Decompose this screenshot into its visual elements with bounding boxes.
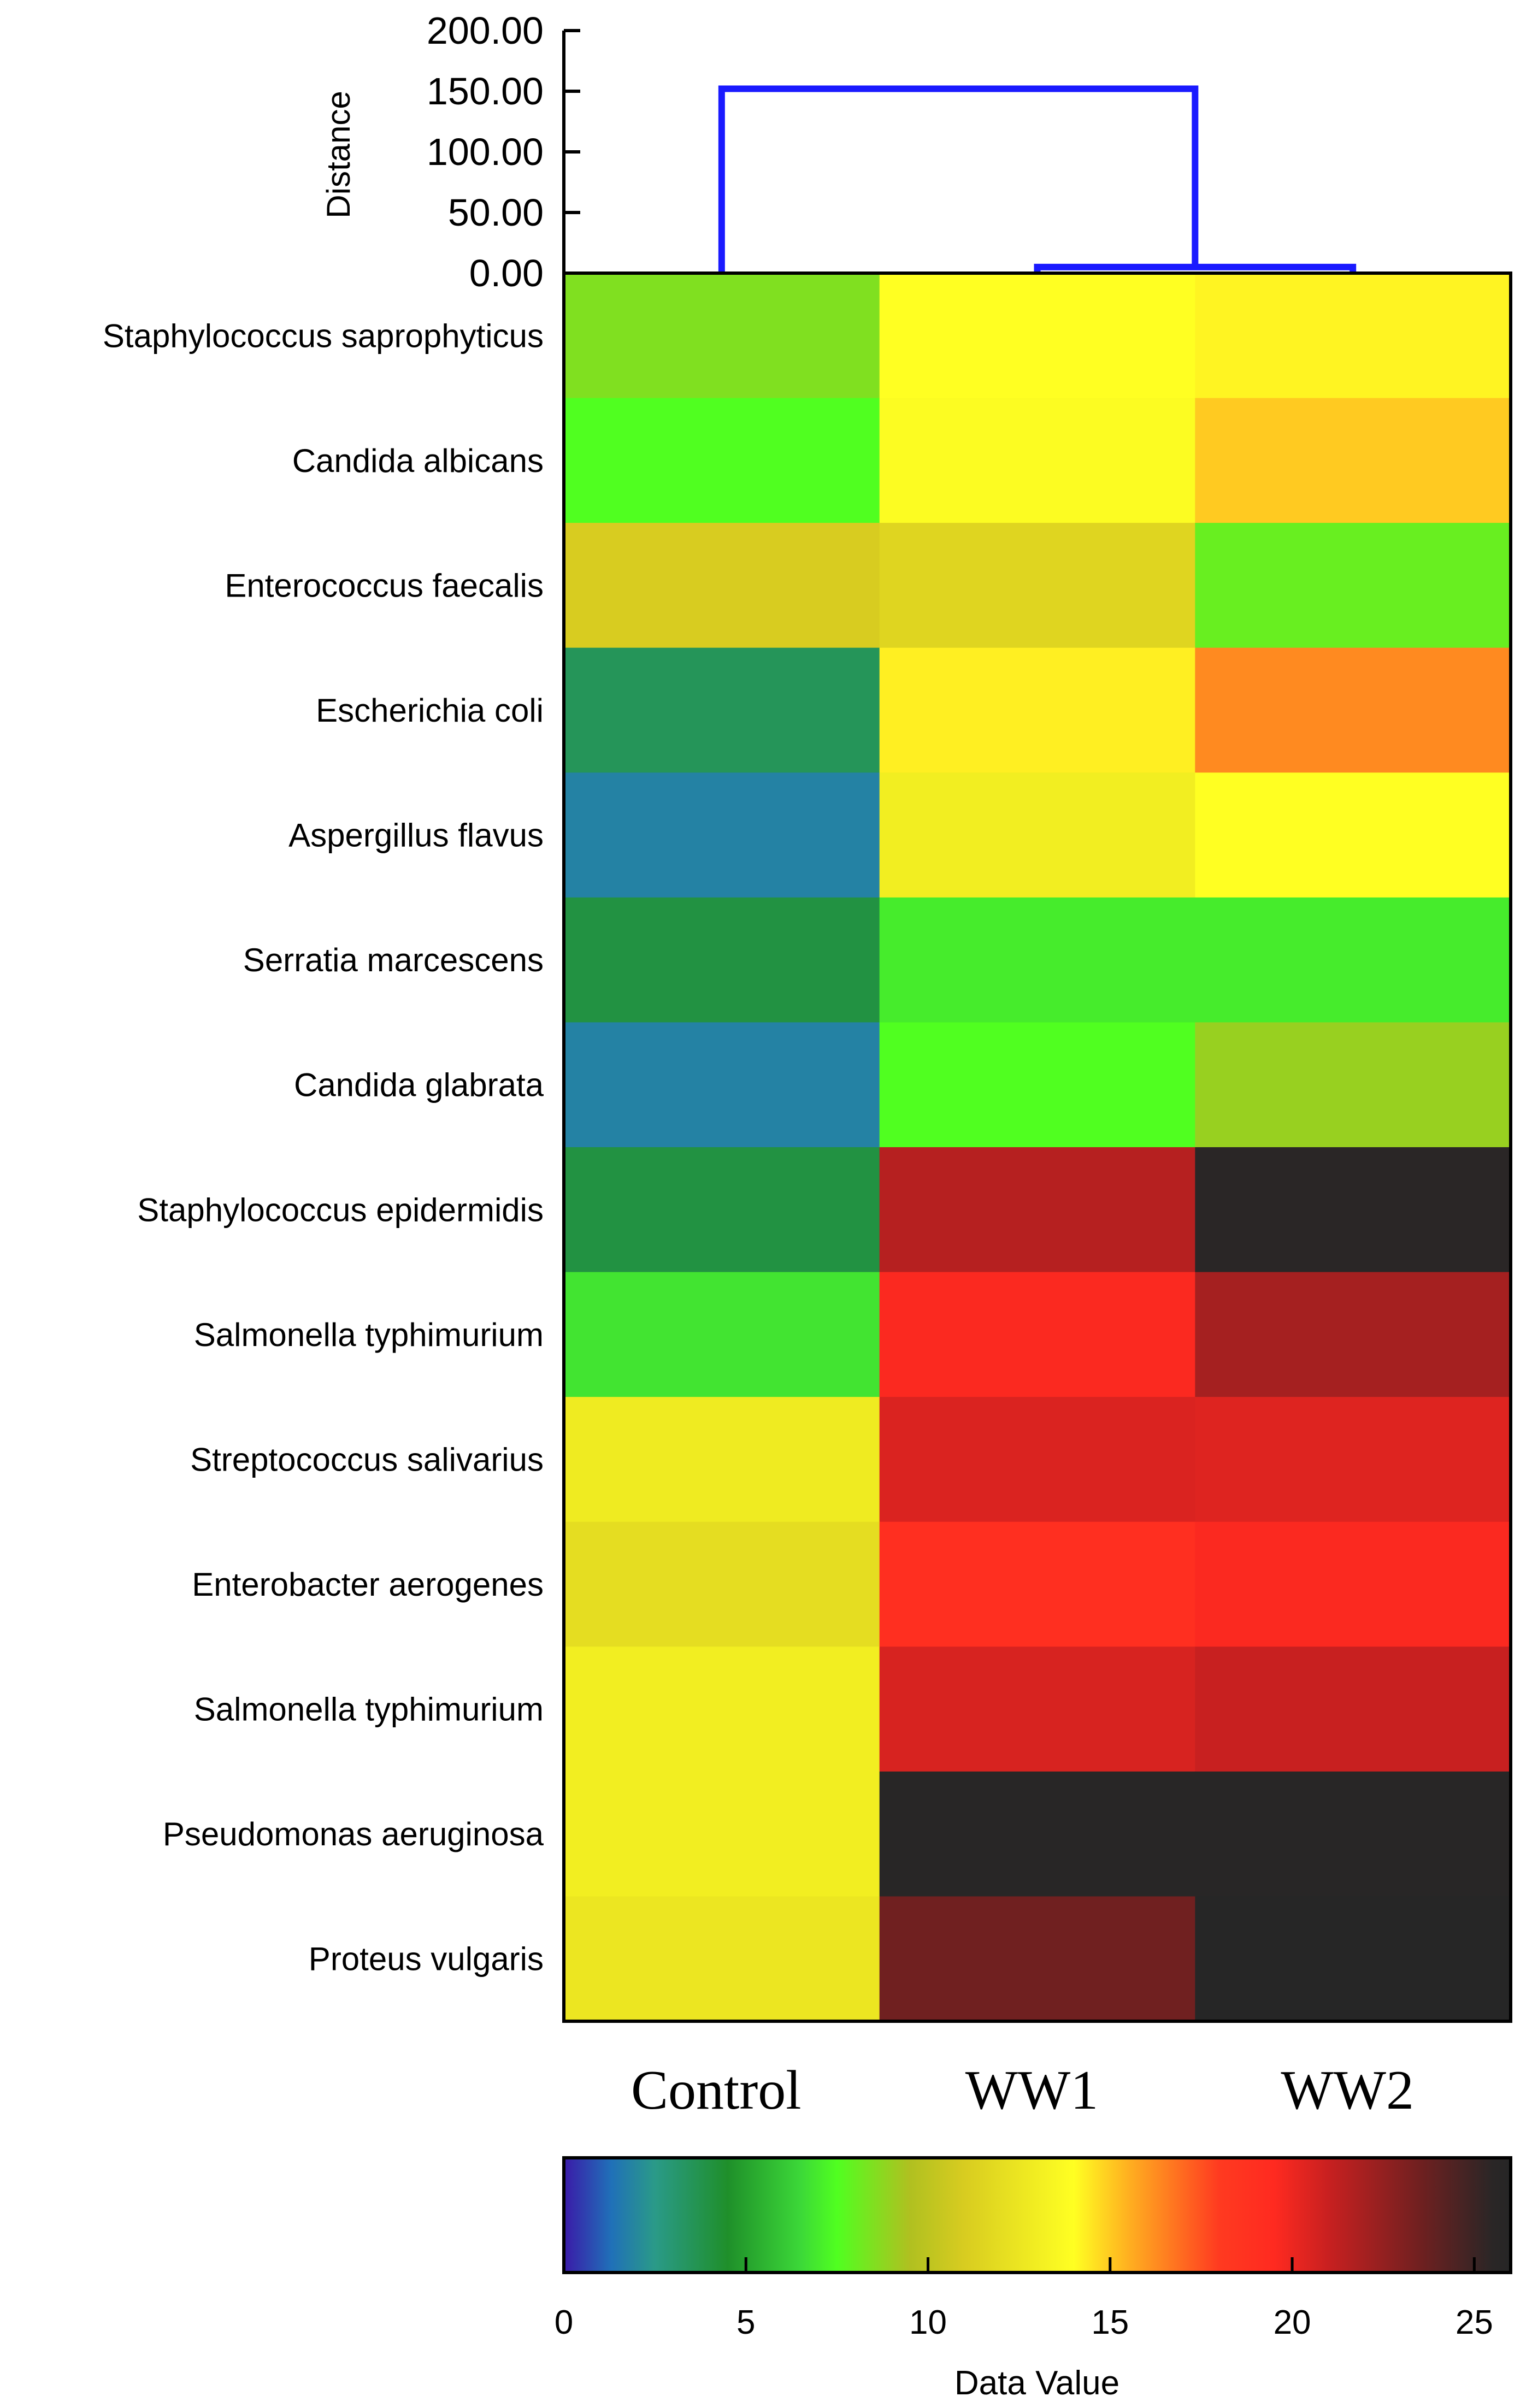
heatmap-cell-r8-ww2 (1195, 1272, 1511, 1397)
heatmap-cell-r7-ww1 (879, 1147, 1195, 1273)
heatmap-cell-r7-ww2 (1195, 1147, 1511, 1273)
heatmap-cell-r3-control (564, 647, 880, 773)
heatmap-cell-r8-control (564, 1272, 880, 1397)
heatmap-cell-r2-ww1 (879, 523, 1195, 648)
heatmap-cell-r1-control (564, 398, 880, 523)
row-label-candida-albicans: Candida albicans (292, 442, 544, 479)
heatmap-cell-r4-ww2 (1195, 772, 1511, 898)
heatmap-cell-r9-ww2 (1195, 1397, 1511, 1522)
heatmap-cell-r1-ww1 (879, 398, 1195, 523)
column-label-control: Control (631, 2059, 802, 2121)
row-label-enterobacter-aerogenes: Enterobacter aerogenes (192, 1566, 544, 1603)
heatmap-cell-r6-control (564, 1022, 880, 1148)
heatmap-cell-r8-ww1 (879, 1272, 1195, 1397)
heatmap-cell-r0-ww1 (879, 273, 1195, 399)
colorbar-tick-label: 15 (1091, 2304, 1129, 2341)
heatmap-cell-r0-control (564, 273, 880, 399)
dendrogram-link-2 (718, 85, 1199, 273)
heatmap-cell-r10-control (564, 1521, 880, 1647)
row-label-enterococcus-faecalis: Enterococcus faecalis (225, 567, 544, 604)
dendrogram-tick-label: 100.00 (427, 131, 544, 173)
heatmap-cell-r11-ww1 (879, 1646, 1195, 1772)
dendrogram-tick-label: 150.00 (427, 70, 544, 113)
heatmap-cell-r13-ww2 (1195, 1896, 1511, 2022)
row-label-staphylococcus-epidermidis: Staphylococcus epidermidis (137, 1191, 544, 1228)
heatmap-cell-r2-ww2 (1195, 523, 1511, 648)
heatmap-cell-r10-ww2 (1195, 1521, 1511, 1647)
colorbar-tick-label: 25 (1455, 2304, 1493, 2341)
dendrogram-axis-label: Distance (320, 91, 357, 218)
heatmap-cell-r3-ww1 (879, 647, 1195, 773)
row-label-streptococcus-salivarius: Streptococcus salivarius (190, 1441, 544, 1478)
colorbar-tick-label: 5 (736, 2304, 755, 2341)
row-label-proteus-vulgaris: Proteus vulgaris (309, 1941, 544, 1978)
row-label-aspergillus-flavus: Aspergillus flavus (288, 817, 544, 854)
dendrogram-tick-label: 50.00 (448, 191, 544, 234)
heatmap-cell-r13-ww1 (879, 1896, 1195, 2022)
colorbar-gradient (562, 2156, 1512, 2274)
heatmap-cell-r1-ww2 (1195, 398, 1511, 523)
heatmap-cell-r9-ww1 (879, 1397, 1195, 1522)
colorbar-label: Data Value (954, 2364, 1119, 2402)
heatmap: Staphylococcus saprophyticus Candida albi… (103, 272, 1512, 2121)
dendrogram-tick-label: 200.00 (427, 9, 544, 52)
heatmap-cell-r4-control (564, 772, 880, 898)
row-label-staphylococcus-saprophyticus: Staphylococcus saprophyticus (103, 317, 544, 354)
heatmap-cell-r12-control (564, 1771, 880, 1897)
heatmap-cell-r7-control (564, 1147, 880, 1273)
heatmap-cell-r3-ww2 (1195, 647, 1511, 773)
heatmap-cell-r10-ww1 (879, 1521, 1195, 1647)
heatmap-cell-r4-ww1 (879, 772, 1195, 898)
row-label-salmonella-typhimurium: Salmonella typhimurium (194, 1691, 544, 1728)
colorbar-tick-label: 0 (555, 2304, 573, 2341)
heatmap-cell-r9-control (564, 1397, 880, 1522)
heatmap-cell-r11-control (564, 1646, 880, 1772)
colorbar-tick-label: 20 (1274, 2304, 1311, 2341)
row-label-escherichia-coli: Escherichia coli (316, 692, 544, 729)
row-label-candida-glabrata: Candida glabrata (294, 1067, 544, 1103)
heatmap-cell-r6-ww1 (879, 1022, 1195, 1148)
heatmap-cell-r5-ww1 (879, 897, 1195, 1023)
dendrogram-tick-label: 0.00 (469, 252, 544, 294)
heatmap-cell-r5-control (564, 897, 880, 1023)
heatmap-border (562, 272, 1512, 2023)
heatmap-cell-r12-ww2 (1195, 1771, 1511, 1897)
dendrogram: Distance 0.00 50.00 100.00 150.00 200.00 (320, 9, 1357, 294)
row-label-pseudomonas-aeruginosa: Pseudomonas aeruginosa (163, 1816, 544, 1852)
heatmap-cell-r0-ww2 (1195, 273, 1511, 399)
heatmap-cell-r6-ww2 (1195, 1022, 1511, 1148)
heatmap-cell-r5-ww2 (1195, 897, 1511, 1023)
column-label-ww1: WW1 (965, 2059, 1099, 2121)
column-label-ww2: WW2 (1281, 2059, 1414, 2121)
colorbar: 0 5 10 15 20 25 Data Value (555, 2156, 1512, 2402)
colorbar-tick-label: 10 (909, 2304, 947, 2341)
row-label-salmonella-typhimurium: Salmonella typhimurium (194, 1317, 544, 1353)
row-label-serratia-marcescens: Serratia marcescens (243, 942, 544, 978)
heatmap-cell-r2-control (564, 523, 880, 648)
heatmap-cell-r12-ww1 (879, 1771, 1195, 1897)
heatmap-cell-r13-control (564, 1896, 880, 2022)
heatmap-cell-r11-ww2 (1195, 1646, 1511, 1772)
